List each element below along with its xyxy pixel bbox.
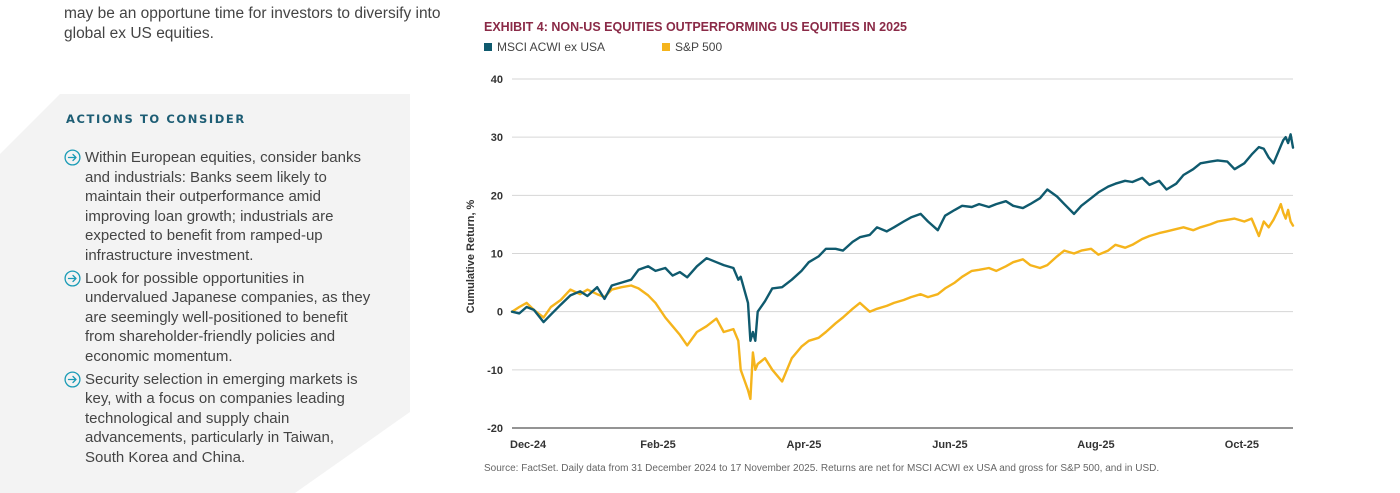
legend-swatch-msci [484,43,492,51]
circle-arrow-right-icon [64,370,81,388]
chart-source-note: Source: FactSet. Daily data from 31 Dece… [484,463,1160,474]
x-tick-label: Feb-25 [640,439,675,451]
action-item: Within European equities, consider banks… [64,148,374,266]
legend-swatch-sp500 [662,43,670,51]
x-tick-label: Aug-25 [1077,439,1114,451]
y-tick-label: 20 [491,190,503,202]
x-tick-label: Jun-25 [932,439,967,451]
series-layer [510,133,1295,401]
intro-paragraph: may be an opportune time for investors t… [64,4,444,44]
x-tick-label: Dec-24 [510,439,547,451]
y-tick-label: 10 [491,249,503,261]
intro-text: may be an opportune time for investors t… [64,5,441,42]
y-tick-label: 0 [497,307,503,319]
action-text: Look for possible opportunities in under… [85,269,371,365]
x-tick-label: Apr-25 [787,439,822,451]
grid-layer [512,78,1293,429]
y-tick-label: -20 [487,423,503,435]
series-line-sp500 [510,202,1295,401]
actions-panel [0,94,410,493]
legend-item-msci: MSCI ACWI ex USA [484,40,605,54]
legend-item-sp500: S&P 500 [662,40,722,54]
action-text: Within European equities, consider banks… [85,149,361,264]
circle-arrow-right-icon [64,149,81,166]
axis-layer: 40 30 20 10 0 -10 -20 Dec-24 Feb-25 Apr-25 Jun-25 A… [465,74,1259,451]
action-item: Look for possible opportunities in under… [64,269,374,367]
y-tick-label: -10 [487,365,503,377]
legend-label-sp500: S&P 500 [675,40,723,54]
actions-list: Within European equities, consider banks… [64,148,374,471]
action-item: Security selection in emerging markets i… [64,370,374,468]
chart-title: EXHIBIT 4: NON-US EQUITIES OUTPERFORMING… [484,20,907,34]
series-line-msci [510,133,1295,342]
legend-label-msci: MSCI ACWI ex USA [497,40,606,54]
circle-arrow-right-icon [64,270,81,287]
actions-heading: ACTIONS TO CONSIDER [66,112,246,126]
action-text: Security selection in emerging markets i… [85,370,358,466]
y-tick-label: 40 [491,74,503,86]
y-axis-label: Cumulative Return, % [465,199,477,313]
y-tick-label: 30 [491,132,503,144]
x-tick-label: Oct-25 [1225,439,1259,451]
